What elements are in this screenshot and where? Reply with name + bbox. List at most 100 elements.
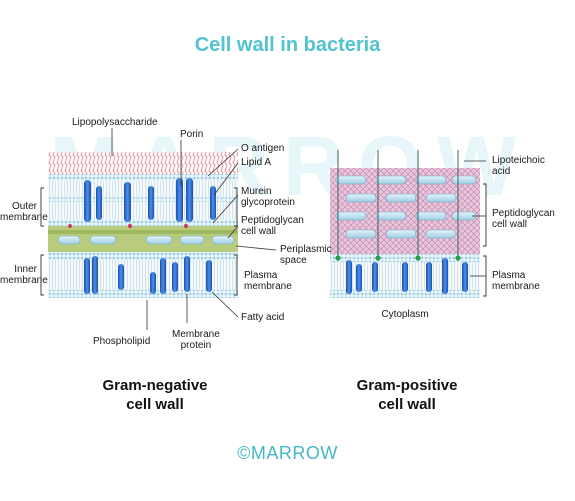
label-o-antigen: O antigen — [241, 143, 285, 154]
logo-text: MARROW — [250, 443, 338, 463]
label-cytoplasm: Cytoplasm — [381, 309, 429, 320]
label-gn-pg-line1: Peptidoglycan — [241, 215, 304, 226]
bracket-murein — [234, 187, 238, 227]
label-periplasmic-line2: space — [280, 255, 307, 266]
label-gn-pg-line2: cell wall — [241, 226, 277, 237]
inner-membrane-upper-heads — [48, 252, 238, 260]
peptidoglycan-strand — [385, 229, 417, 239]
membrane-protein — [172, 262, 178, 292]
plasma-membrane-lower-heads — [330, 290, 480, 298]
membrane-protein — [426, 262, 432, 292]
peptidoglycan-strand — [345, 229, 377, 239]
copyright-symbol: © — [237, 443, 251, 463]
label-gn-pm-line2: membrane — [244, 281, 292, 292]
lipoteichoic-anchor — [335, 255, 341, 261]
membrane-protein — [92, 256, 98, 294]
periplasm-texture — [48, 230, 238, 234]
label-lta-line2: acid — [492, 166, 511, 177]
label-gp-plasma-membrane: Plasma membrane — [492, 270, 540, 292]
inner-membrane-lower-heads — [48, 290, 238, 298]
leader-periplasmic — [235, 245, 277, 251]
lipoteichoic-anchor — [415, 255, 421, 261]
gram-positive-diagram — [330, 150, 480, 298]
label-fatty-acid: Fatty acid — [241, 312, 285, 323]
peptidoglycan-strand — [179, 235, 205, 245]
label-mp-line1: Membrane — [172, 329, 220, 340]
membrane-protein — [462, 262, 468, 292]
peptidoglycan-strand — [335, 211, 367, 221]
peptidoglycan-strand — [425, 229, 457, 239]
label-porin: Porin — [180, 129, 204, 140]
membrane-protein — [150, 272, 156, 294]
peptidoglycan-strand — [425, 193, 457, 203]
label-gp-pg-line2: cell wall — [492, 219, 528, 230]
peptidoglycan-strand — [57, 235, 81, 245]
porin — [96, 186, 102, 220]
leader-peptidoglycan — [227, 225, 239, 239]
peptidoglycan-strand — [89, 235, 117, 245]
label-gn-plasma-membrane: Plasma membrane — [244, 270, 292, 292]
caption-gn-line2: cell wall — [126, 396, 184, 413]
label-lipopolysaccharide: Lipopolysaccharide — [72, 117, 158, 128]
leader-lines — [111, 128, 486, 330]
label-periplasmic-space: Periplasmic space — [280, 244, 332, 266]
label-outer-line2: membrane — [0, 212, 48, 223]
membrane-protein — [402, 262, 408, 292]
porin — [148, 186, 154, 220]
plasma-membrane-upper-heads — [330, 254, 480, 262]
bracket-gp-peptidoglycan — [483, 183, 487, 247]
label-murein-glycoprotein: Murein glycoprotein — [241, 186, 295, 208]
porin — [124, 182, 131, 222]
peptidoglycan-strand — [375, 211, 407, 221]
leader-murein — [212, 194, 239, 224]
peptidoglycan-strand — [335, 175, 367, 185]
peptidoglycan-strand — [415, 175, 447, 185]
murein-anchor — [68, 224, 72, 228]
membrane-protein — [346, 260, 352, 294]
membrane-protein — [206, 260, 212, 292]
label-lipid-a: Lipid A — [241, 157, 272, 168]
bracket-plasma-membrane — [234, 254, 238, 296]
membrane-protein — [372, 262, 378, 292]
caption-gp-line2: cell wall — [378, 396, 436, 413]
porin — [210, 186, 216, 220]
label-inner-line2: membrane — [0, 275, 48, 286]
caption-gn-line1: Gram-negative — [102, 377, 208, 394]
label-membrane-protein: Membrane protein — [172, 329, 220, 351]
caption-gram-positive: Gram-positive cell wall — [322, 376, 492, 414]
label-peptidoglycan-cell-wall: Peptidoglycan cell wall — [241, 215, 304, 237]
outer-membrane-mid-heads — [48, 196, 238, 202]
peptidoglycan-strand — [375, 175, 407, 185]
caption-gp-line1: Gram-positive — [356, 377, 458, 394]
membrane-protein — [442, 258, 448, 294]
leader-lipid-a — [213, 162, 239, 196]
label-outer-membrane: Outer membrane — [0, 201, 48, 223]
bracket-outer-membrane — [40, 187, 44, 227]
membrane-protein — [118, 264, 124, 290]
caption-gram-negative: Gram-negative cell wall — [60, 376, 250, 414]
brackets — [40, 183, 487, 297]
membrane-protein — [84, 258, 90, 294]
label-murein-line2: glycoprotein — [241, 197, 295, 208]
label-gn-pm-line1: Plasma — [244, 270, 278, 281]
peptidoglycan-strand — [345, 193, 377, 203]
leader-fatty-acid — [211, 291, 239, 318]
peptidoglycan-strand — [211, 235, 235, 245]
membrane-protein — [160, 258, 166, 294]
gram-negative-diagram — [48, 152, 238, 298]
label-inner-membrane: Inner membrane — [0, 264, 48, 286]
outer-membrane-upper-heads — [48, 174, 238, 181]
porin — [176, 178, 183, 222]
leader-o-antigen — [207, 148, 239, 177]
murein-anchor — [127, 223, 133, 229]
porin — [84, 180, 91, 222]
label-murein-line1: Murein — [241, 186, 272, 197]
label-lta-line1: Lipoteichoic — [492, 155, 545, 166]
lipoteichoic-anchor — [375, 255, 381, 261]
label-mp-line2: protein — [180, 340, 212, 351]
peptidoglycan-strand — [385, 193, 417, 203]
murein-anchor — [183, 223, 189, 229]
bracket-inner-membrane — [40, 254, 44, 296]
figure-title: Cell wall in bacteria — [194, 34, 381, 56]
